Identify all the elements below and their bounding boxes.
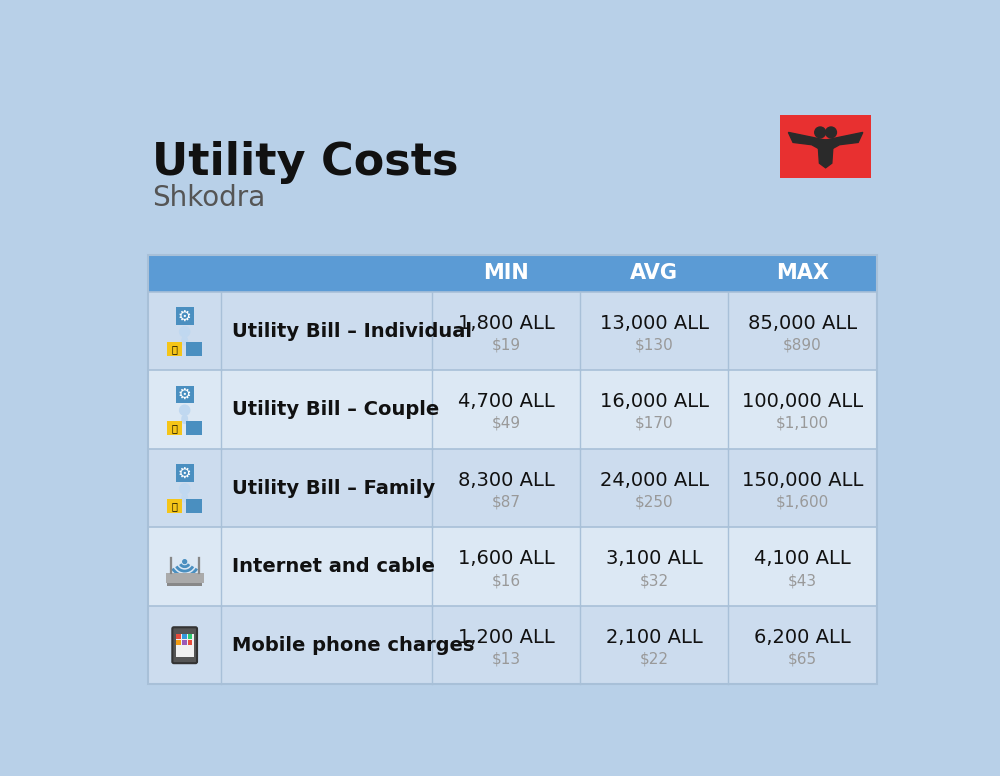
Bar (167, 583, 202, 586)
FancyBboxPatch shape (172, 627, 197, 663)
Bar (148, 255, 877, 292)
Text: 24,000 ALL: 24,000 ALL (600, 471, 709, 490)
Bar (176, 464, 194, 482)
Text: $49: $49 (492, 416, 521, 431)
Bar (186, 421, 202, 435)
Text: MAX: MAX (776, 263, 829, 283)
Bar (186, 500, 202, 514)
Text: $250: $250 (635, 494, 674, 510)
Bar (188, 635, 192, 639)
Text: ⚙: ⚙ (178, 308, 191, 324)
Text: $1,100: $1,100 (776, 416, 829, 431)
Circle shape (815, 127, 826, 138)
Bar (148, 449, 877, 528)
Text: $43: $43 (788, 573, 817, 588)
Circle shape (826, 127, 836, 138)
Text: 6,200 ALL: 6,200 ALL (754, 628, 851, 647)
Text: 1,800 ALL: 1,800 ALL (458, 314, 555, 333)
Text: $19: $19 (492, 338, 521, 352)
Text: $170: $170 (635, 416, 674, 431)
Text: Mobile phone charges: Mobile phone charges (232, 636, 474, 655)
Text: Utility Costs: Utility Costs (152, 141, 459, 184)
Text: Utility Bill – Family: Utility Bill – Family (232, 479, 435, 497)
Text: 4,100 ALL: 4,100 ALL (754, 549, 851, 569)
Text: $22: $22 (640, 652, 669, 667)
Bar (148, 528, 877, 606)
Bar (148, 255, 877, 684)
Text: ⚙: ⚙ (178, 387, 191, 402)
Text: 8,300 ALL: 8,300 ALL (458, 471, 555, 490)
Text: $87: $87 (492, 494, 521, 510)
Circle shape (180, 327, 190, 337)
Text: $13: $13 (492, 652, 521, 667)
Bar (148, 370, 877, 449)
Circle shape (180, 405, 190, 415)
Bar (182, 640, 187, 645)
Text: MIN: MIN (483, 263, 529, 283)
Text: 100,000 ALL: 100,000 ALL (742, 393, 863, 411)
Bar (176, 307, 194, 324)
Polygon shape (826, 133, 863, 152)
Text: 13,000 ALL: 13,000 ALL (600, 314, 709, 333)
Bar (176, 386, 194, 404)
Bar (780, 115, 871, 178)
Text: 🔌: 🔌 (172, 345, 177, 355)
Bar (167, 421, 182, 435)
Polygon shape (788, 133, 826, 152)
Text: $16: $16 (492, 573, 521, 588)
Text: Utility Bill – Individual: Utility Bill – Individual (232, 321, 472, 341)
Text: $32: $32 (640, 573, 669, 588)
Circle shape (183, 559, 187, 563)
Text: 16,000 ALL: 16,000 ALL (600, 393, 709, 411)
Bar (188, 640, 192, 645)
Text: 3,100 ALL: 3,100 ALL (606, 549, 703, 569)
Text: 150,000 ALL: 150,000 ALL (742, 471, 863, 490)
Text: 1,600 ALL: 1,600 ALL (458, 549, 555, 569)
Bar (148, 292, 877, 370)
Text: 4,700 ALL: 4,700 ALL (458, 393, 555, 411)
Text: 2,100 ALL: 2,100 ALL (606, 628, 703, 647)
Text: AVG: AVG (630, 263, 678, 283)
Text: $130: $130 (635, 338, 674, 352)
Bar (167, 500, 182, 514)
Bar (166, 573, 204, 583)
Bar (167, 342, 182, 356)
Text: 🔌: 🔌 (172, 423, 177, 433)
Text: Internet and cable: Internet and cable (232, 557, 435, 576)
Circle shape (180, 483, 190, 494)
Polygon shape (818, 140, 833, 168)
Bar (780, 115, 871, 178)
Text: Utility Bill – Couple: Utility Bill – Couple (232, 400, 439, 419)
Bar (182, 635, 187, 639)
Text: $1,600: $1,600 (776, 494, 829, 510)
Bar (148, 606, 877, 684)
Bar (176, 640, 181, 645)
Text: 🦅: 🦅 (814, 127, 837, 165)
Bar (176, 634, 194, 656)
Text: 85,000 ALL: 85,000 ALL (748, 314, 857, 333)
Text: 🔌: 🔌 (172, 501, 177, 511)
Text: 1,200 ALL: 1,200 ALL (458, 628, 555, 647)
Text: ⯬: ⯬ (816, 128, 836, 161)
Bar (186, 342, 202, 356)
Bar (176, 635, 181, 639)
Text: $890: $890 (783, 338, 822, 352)
Text: $65: $65 (788, 652, 817, 667)
Text: ⚙: ⚙ (178, 466, 191, 480)
Text: Shkodra: Shkodra (152, 184, 265, 212)
